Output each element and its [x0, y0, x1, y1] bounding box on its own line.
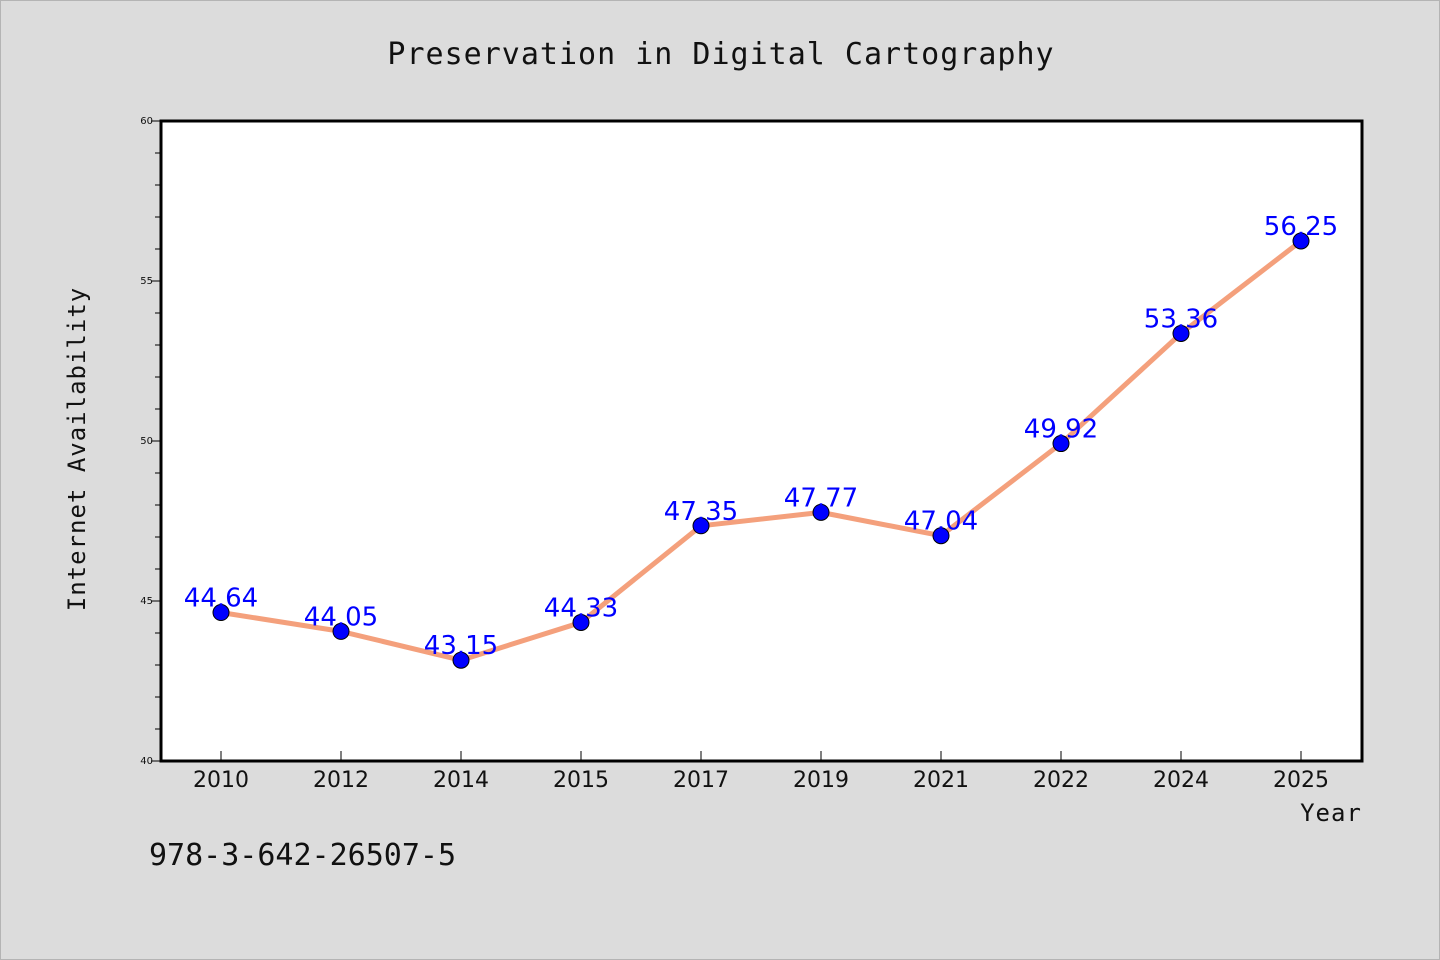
x-tick-label: 2015: [553, 768, 609, 793]
data-label-layer: 44.64 44.05 43.15 44.33 47.35 47.77 47.04 49.92…: [184, 212, 1338, 661]
data-label: 56.25: [1264, 212, 1338, 242]
data-point: [212, 604, 230, 622]
data-label: 49.92: [1024, 415, 1098, 445]
data-label: 44.33: [544, 593, 618, 623]
data-point: [572, 613, 590, 631]
x-axis-label: Year: [1300, 799, 1362, 827]
y-tick-label: 60: [140, 116, 153, 127]
data-label: 47.77: [784, 483, 858, 513]
series-layer: [212, 232, 1310, 669]
data-label: 44.64: [184, 584, 258, 614]
x-tick-label: 2012: [313, 768, 369, 793]
data-point: [932, 527, 950, 545]
x-axis-ticks: 2010 2012 2014 2015 2017 2019 2021 2022 2024 2025: [193, 751, 1329, 793]
data-label: 43.15: [424, 631, 498, 661]
series-line: [218, 238, 1304, 663]
data-point: [332, 622, 350, 640]
data-point: [1172, 324, 1190, 342]
plot-area: [159, 119, 1364, 763]
y-tick-label: 50: [140, 436, 153, 447]
data-label: 47.04: [904, 507, 978, 537]
y-tick-label: 45: [140, 596, 153, 607]
y-tick-label: 55: [140, 276, 153, 287]
y-tick-label: 40: [140, 756, 153, 767]
x-tick-label: 2017: [673, 768, 729, 793]
y-axis-label: Internet Availability: [63, 287, 91, 611]
data-point: [1292, 232, 1310, 250]
data-point: [692, 517, 710, 535]
x-tick-label: 2025: [1273, 768, 1329, 793]
x-tick-label: 2022: [1033, 768, 1089, 793]
x-tick-label: 2021: [913, 768, 969, 793]
isbn-annotation: 978-3-642-26507-5: [149, 838, 456, 873]
data-label: 53.36: [1144, 304, 1218, 334]
x-tick-label: 2019: [793, 768, 849, 793]
data-point: [1052, 435, 1070, 453]
chart-title: Preservation in Digital Cartography: [387, 37, 1054, 72]
data-label: 47.35: [664, 497, 738, 527]
y-axis-ticks: 40 45 50 55 60: [140, 116, 161, 767]
data-point: [452, 651, 470, 669]
data-point: [812, 503, 830, 521]
x-tick-label: 2014: [433, 768, 489, 793]
data-label: 44.05: [304, 602, 378, 632]
x-tick-label: 2024: [1153, 768, 1209, 793]
x-tick-label: 2010: [193, 768, 249, 793]
